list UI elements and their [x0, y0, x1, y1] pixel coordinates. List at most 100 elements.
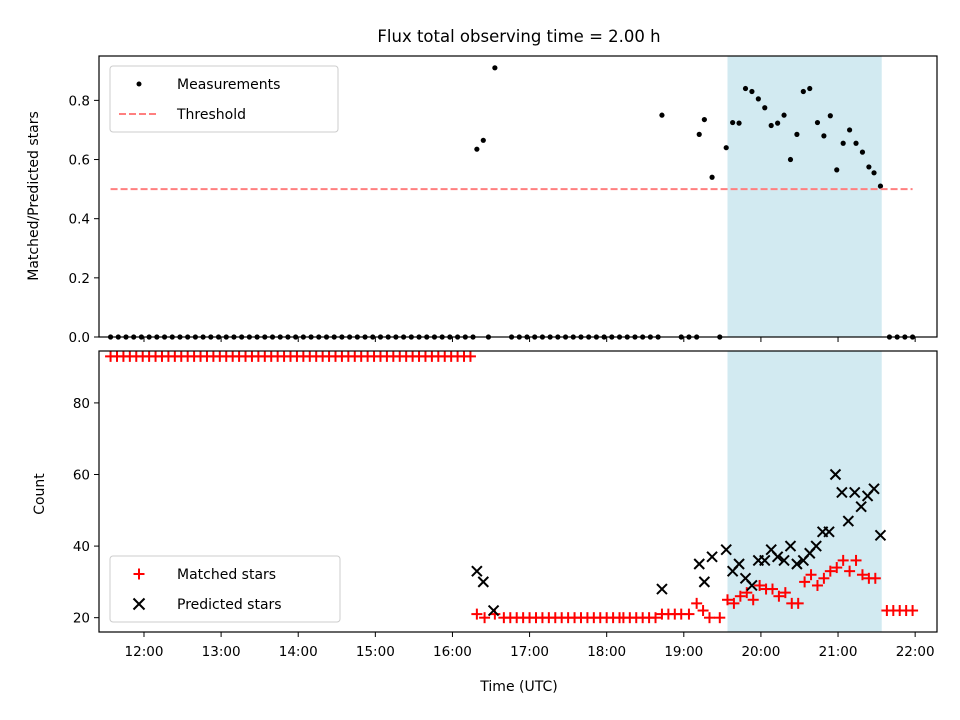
y-tick-label: 0.4: [69, 212, 90, 228]
top-y-axis-label: Matched/Predicted stars: [26, 111, 42, 281]
matched-star-point: [650, 612, 662, 624]
x-tick-label: 19:00: [664, 644, 703, 660]
predicted-star-point: [874, 529, 887, 542]
bottom-panel: 20 40 60 80 12:00 13:00 14:00 15:00 16:00 17:00 18…: [73, 350, 938, 660]
predicted-star-point: [842, 515, 855, 527]
predicted-star-point: [778, 554, 790, 567]
y-tick-label: 0.2: [69, 271, 90, 287]
measurement-point: [659, 112, 665, 118]
x-tick-label: 15:00: [356, 644, 395, 660]
x-tick-label: 14:00: [279, 644, 318, 660]
predicted-star-point: [836, 486, 848, 499]
measurement-point: [834, 167, 840, 173]
x-tick-label: 21:00: [819, 644, 858, 660]
measurement-point: [742, 85, 749, 92]
measurement-point: [814, 119, 821, 126]
measurement-point: [847, 127, 853, 133]
predicted-star-point: [855, 501, 867, 513]
measurement-point: [827, 113, 833, 119]
predicted-star-point: [868, 483, 880, 495]
measurement-point: [877, 183, 884, 189]
predicted-star-point: [829, 468, 842, 481]
matched-star-point: [747, 594, 759, 606]
predicted-star-point: [487, 604, 500, 617]
measurement-point: [749, 88, 755, 95]
measurement-point: [480, 137, 486, 143]
matched-star-point: [792, 597, 804, 609]
matched-star-point: [722, 594, 733, 606]
measurement-point: [474, 146, 480, 152]
predicted-star-point: [656, 583, 668, 595]
measurement-point: [701, 116, 707, 123]
y-tick-label: 60: [73, 467, 90, 483]
matched-star-point: [869, 572, 881, 584]
matched-star-point: [844, 565, 856, 577]
legend-plus-marker: [133, 568, 145, 580]
predicted-star-point: [759, 554, 771, 567]
legend-label-threshold: Threshold: [176, 107, 246, 123]
predicted-star-point: [771, 551, 784, 563]
measurement-point: [853, 140, 859, 146]
highlight-span: [727, 56, 882, 337]
measurement-point: [840, 140, 846, 146]
measurement-point: [768, 122, 774, 129]
matched-star-point: [728, 597, 740, 609]
predicted-star-point: [810, 540, 822, 552]
predicted-star-point: [706, 551, 718, 563]
predicted-star-point: [823, 526, 835, 538]
predicted-star-point: [849, 486, 861, 499]
measurement-point: [821, 133, 827, 139]
plot-frame: [98, 55, 938, 338]
legend-x-marker: [132, 597, 146, 611]
measurement-point: [866, 164, 872, 170]
predicted-star-point: [471, 565, 483, 577]
y-tick-label: 20: [73, 611, 90, 627]
x-tick-label: 16:00: [433, 644, 472, 660]
y-tick-label: 0.8: [69, 93, 90, 109]
measurement-point: [762, 105, 768, 111]
matched-star-point: [734, 590, 746, 602]
measurement-point: [787, 156, 794, 163]
measurement-point: [781, 112, 787, 118]
y-tick-label: 0.0: [69, 330, 90, 346]
y-tick-label: 40: [73, 539, 90, 555]
plot-frame: [98, 350, 938, 633]
matched-star-point: [691, 597, 703, 609]
matched-star-point: [464, 350, 476, 362]
legend-label-matched-stars: Matched stars: [177, 567, 276, 583]
x-tick-label: 22:00: [896, 644, 935, 660]
predicted-star-point: [733, 558, 745, 570]
measurement-point: [730, 119, 736, 126]
matched-star-point: [850, 554, 862, 566]
measurement-point: [492, 65, 498, 71]
measurement-point: [775, 120, 781, 126]
legend-label-measurements: Measurements: [177, 77, 280, 93]
matched-star-point: [766, 583, 778, 595]
x-axis-label: Time (UTC): [479, 679, 557, 695]
matched-star-point: [805, 569, 817, 581]
measurement-point: [696, 131, 702, 137]
measurement-point: [736, 120, 742, 126]
predicted-star-point: [693, 558, 705, 570]
x-tick-label: 12:00: [125, 644, 164, 660]
matched-star-point: [856, 569, 868, 581]
matched-star-point: [907, 605, 919, 617]
matched-star-point: [714, 612, 726, 624]
x-tick-label: 20:00: [741, 644, 780, 660]
y-tick-label: 80: [73, 396, 90, 412]
matched-star-point: [799, 576, 811, 588]
measurement-point: [800, 88, 806, 95]
measurement-point: [723, 145, 729, 151]
highlight-span: [727, 351, 882, 632]
matched-star-point: [818, 572, 830, 584]
legend-frame: [109, 65, 339, 133]
legend-dot-marker: [136, 81, 142, 87]
chart-title: Flux total observing time = 2.00 h: [377, 27, 660, 46]
measurement-point: [794, 131, 800, 137]
matched-star-point: [754, 579, 766, 591]
matched-star-point: [773, 590, 785, 602]
predicted-star-point: [698, 576, 711, 588]
measurement-point: [859, 149, 866, 155]
x-tick-label: 13:00: [202, 644, 241, 660]
